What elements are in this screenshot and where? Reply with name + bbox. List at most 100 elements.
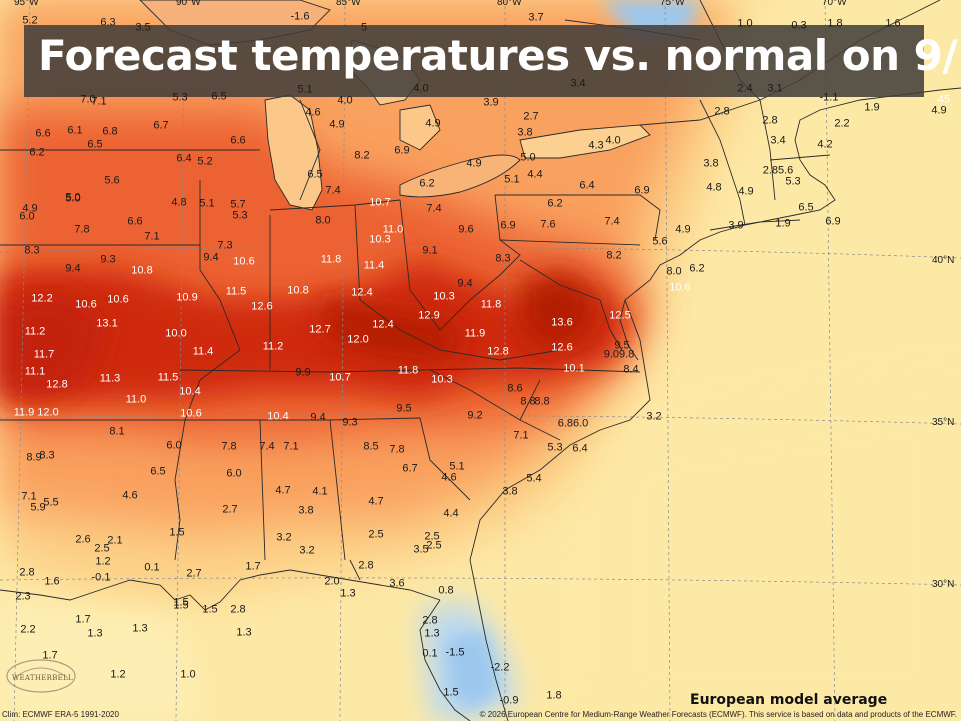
anomaly-value-label: 1.0 (737, 17, 753, 30)
anomaly-value-label: 11.9 (13, 406, 35, 419)
anomaly-value-label: 7.4 (325, 184, 341, 197)
anomaly-value-label: 6.9 (825, 215, 841, 228)
coordinate-tick-label: 95°W (14, 0, 39, 8)
anomaly-value-label: 11.2 (24, 325, 46, 338)
anomaly-value-label: 12.8 (487, 345, 509, 358)
anomaly-value-label: 12.0 (37, 406, 59, 419)
anomaly-value-label: 13.1 (96, 317, 118, 330)
anomaly-value-label: 0.1 (422, 647, 438, 660)
anomaly-value-label: 11.7 (33, 348, 55, 361)
anomaly-value-label: 9.4 (65, 262, 81, 275)
anomaly-value-label: 8.3 (495, 252, 511, 265)
anomaly-value-label: 6.4 (579, 179, 595, 192)
coordinate-tick-label: 30°N (932, 579, 955, 590)
anomaly-value-label: 6.4 (572, 442, 588, 455)
anomaly-value-label: 4.3 (588, 139, 604, 152)
anomaly-value-label: 9.4 (203, 251, 219, 264)
anomaly-value-label: 5.3 (172, 91, 188, 104)
anomaly-value-label: -0.9 (499, 694, 519, 707)
anomaly-value-label: 3.4 (770, 134, 786, 147)
anomaly-value-label: 1.6 (885, 17, 901, 30)
coordinate-tick-label: 70°W (822, 0, 847, 8)
anomaly-value-label: 6.0 (226, 467, 242, 480)
anomaly-value-label: 4.8 (171, 196, 187, 209)
anomaly-value-label: 7.1 (513, 429, 529, 442)
anomaly-value-label: 5.1 (297, 83, 313, 96)
anomaly-value-label: 2.85.6 (762, 164, 794, 177)
anomaly-value-label: 6.5 (307, 168, 323, 181)
anomaly-value-label: 8.8 (520, 395, 536, 408)
anomaly-value-label: 1.9 (775, 217, 791, 230)
anomaly-value-label: 6.8 (102, 125, 118, 138)
anomaly-value-label: 2.2 (20, 623, 36, 636)
anomaly-value-label: 10.7 (369, 196, 391, 209)
anomaly-value-label: 9.4 (457, 277, 473, 290)
anomaly-value-label: 12.5 (609, 309, 631, 322)
anomaly-value-label: 11.8 (397, 364, 419, 377)
anomaly-value-label: 6.2 (419, 177, 435, 190)
anomaly-value-label: 7.8 (74, 223, 90, 236)
coordinate-tick-label: 90°W (176, 0, 201, 8)
anomaly-value-label: 5.3 (547, 441, 563, 454)
anomaly-value-label: 5.6 (104, 174, 120, 187)
anomaly-value-label: 5.9 (30, 501, 46, 514)
anomaly-value-label: 3.2 (276, 531, 292, 544)
anomaly-value-label: 2.8 (762, 114, 778, 127)
anomaly-value-label: 10.3 (369, 233, 391, 246)
anomaly-value-label: 4.0 (337, 94, 353, 107)
anomaly-value-label: 7.1 (283, 440, 299, 453)
anomaly-value-label: 4.9 (931, 104, 947, 117)
anomaly-value-label: 1.3 (424, 627, 440, 640)
anomaly-value-label: 3.8 (502, 485, 518, 498)
anomaly-value-label: 3.8 (517, 126, 533, 139)
anomaly-value-label: -2.2 (490, 661, 510, 674)
anomaly-value-label: 2.8 (19, 566, 35, 579)
anomaly-value-label: 10.7 (329, 371, 351, 384)
anomaly-value-label: 2.8 (714, 105, 730, 118)
anomaly-value-label: 2.3 (15, 590, 31, 603)
anomaly-value-label: 5.1 (199, 197, 215, 210)
anomaly-value-label: 10.3 (431, 373, 453, 386)
anomaly-value-label: 3.4 (570, 77, 586, 90)
anomaly-value-label: 8.3 (39, 449, 55, 462)
anomaly-value-label: 4.9 (675, 223, 691, 236)
anomaly-value-label: -1.5 (445, 646, 465, 659)
anomaly-value-label: 4.9 (22, 202, 38, 215)
anomaly-value-label: 10.0 (165, 327, 187, 340)
anomaly-value-label: 10.8 (287, 284, 309, 297)
anomaly-value-label: 3.5 (413, 543, 429, 556)
anomaly-value-label: 6.5 (211, 90, 227, 103)
anomaly-value-label: 6.9 (500, 219, 516, 232)
anomaly-value-label: 2.4 (737, 82, 753, 95)
anomaly-value-label: 2.2 (834, 117, 850, 130)
anomaly-value-label: 5.0 (65, 192, 81, 205)
anomaly-value-label: 1.5 (202, 603, 218, 616)
anomaly-value-label: 11.0 (125, 393, 147, 406)
anomaly-value-label: 7.6 (540, 218, 556, 231)
anomaly-value-label: 10.4 (267, 410, 289, 423)
anomaly-value-label: 7.8 (389, 443, 405, 456)
anomaly-value-label: 8.3 (24, 244, 40, 257)
anomaly-value-label: 2.5 (94, 542, 110, 555)
anomaly-value-label: 12.9 (418, 309, 440, 322)
anomaly-value-label: 1.5 (173, 596, 189, 609)
anomaly-value-label: 8.2 (606, 249, 622, 262)
anomaly-value-label: 10.3 (433, 290, 455, 303)
anomaly-value-label: 12.2 (31, 292, 53, 305)
anomaly-value-label: 1.8 (827, 17, 843, 30)
anomaly-value-label: 7.4 (259, 440, 275, 453)
coordinate-tick-label: 80°W (497, 0, 522, 8)
anomaly-value-label: 2.7 (186, 567, 202, 580)
anomaly-value-label: 2.8 (358, 559, 374, 572)
anomaly-value-label: 4.9 (329, 118, 345, 131)
anomaly-value-label: 1.9 (864, 101, 880, 114)
anomaly-value-label: 10.4 (179, 385, 201, 398)
anomaly-value-label: 7.4 (604, 215, 620, 228)
anomaly-value-label: 8.6 (507, 382, 523, 395)
anomaly-value-label: 6.3 (100, 16, 116, 29)
anomaly-value-label: 6.2 (689, 262, 705, 275)
anomaly-value-label: 6.0 (19, 210, 35, 223)
anomaly-value-label: 4.6 (122, 489, 138, 502)
anomaly-value-label: 1.2 (110, 668, 126, 681)
